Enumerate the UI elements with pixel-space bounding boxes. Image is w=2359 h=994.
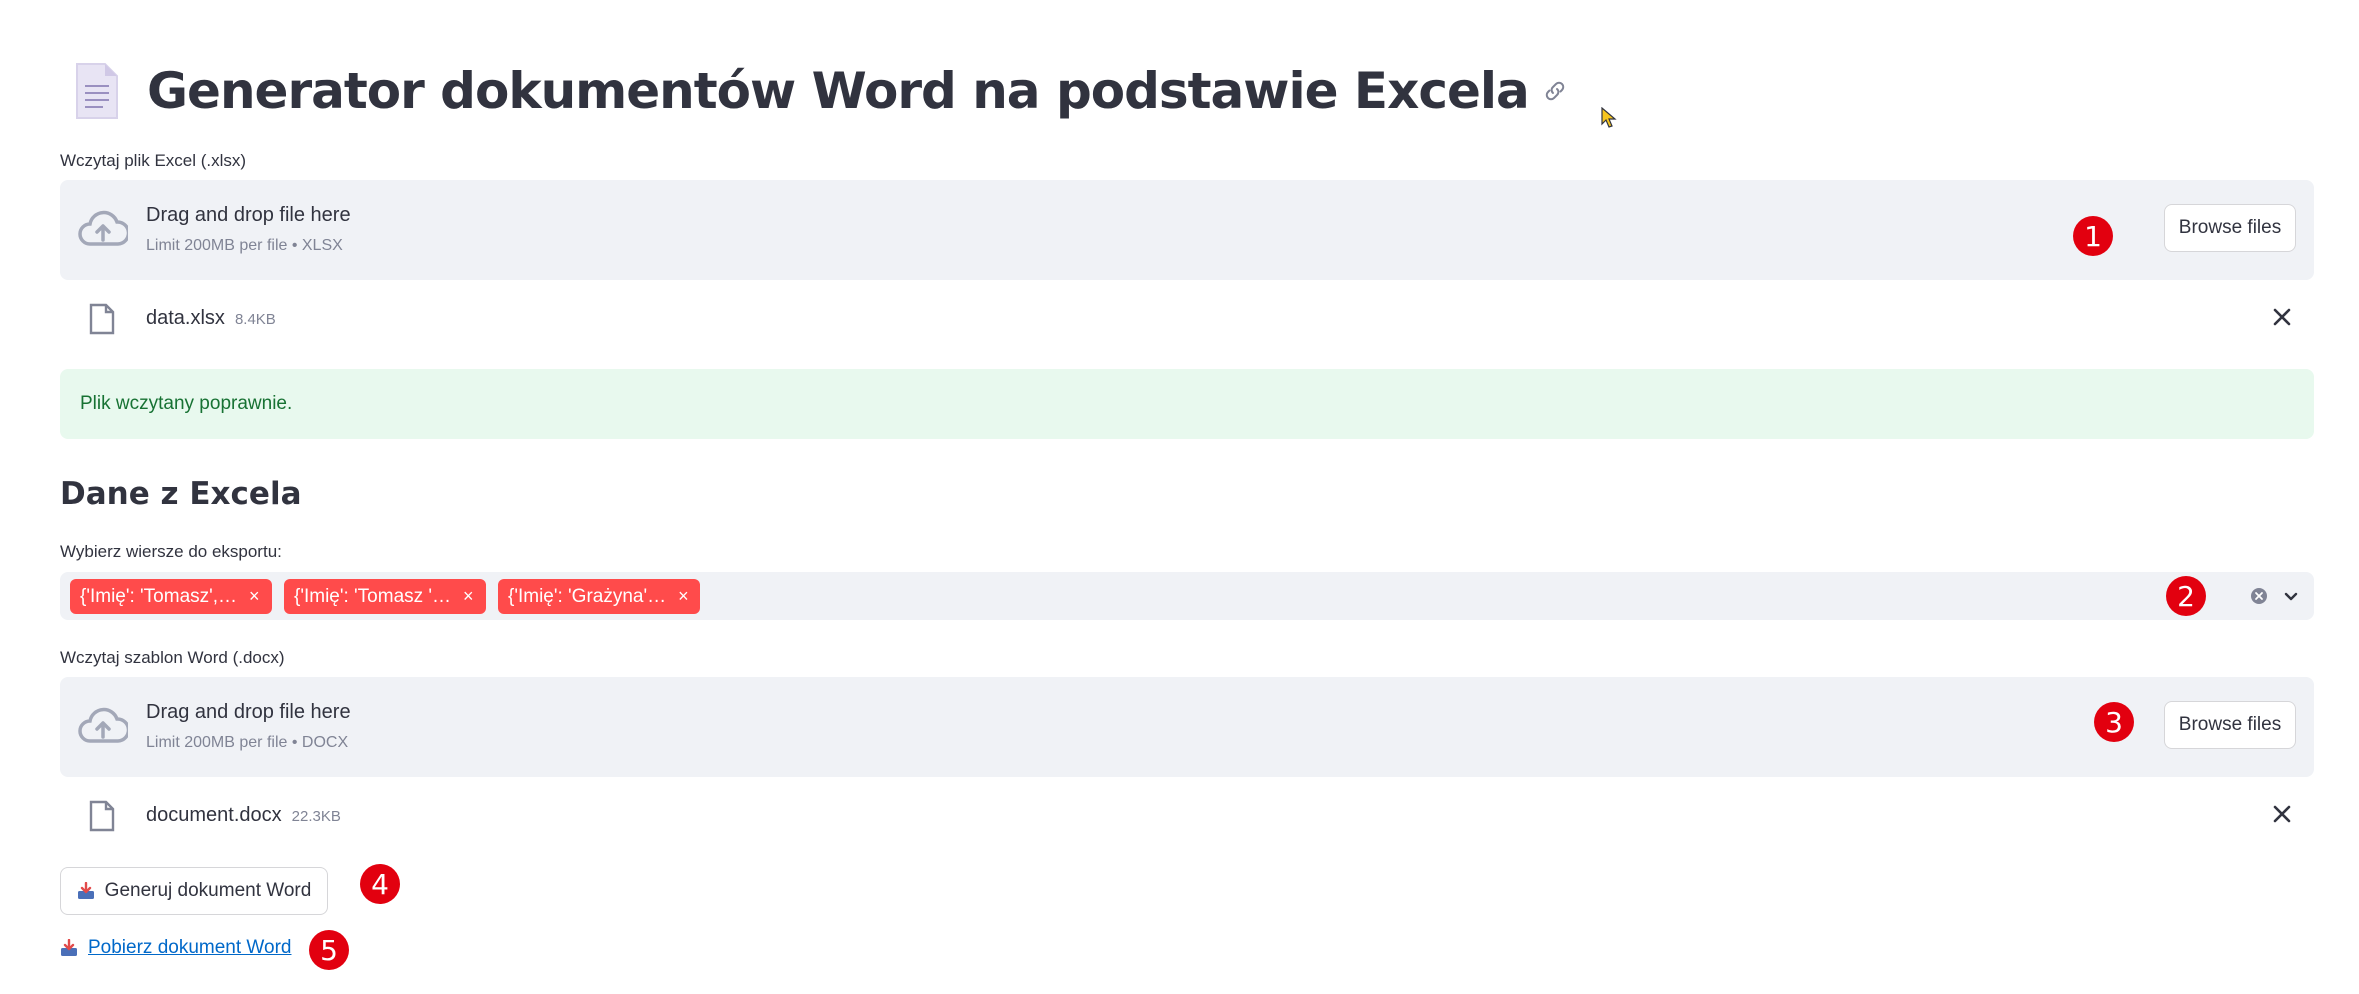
word-upload-label: Wczytaj szablon Word (.docx) (60, 648, 285, 667)
inbox-tray-icon (77, 882, 94, 899)
success-alert: Plik wczytany poprawnie. (60, 369, 2314, 439)
file-name: data.xlsx (146, 307, 225, 329)
tag-remove-icon[interactable]: × (463, 586, 474, 606)
mouse-cursor-icon (1601, 107, 1617, 128)
dropzone-limit: Limit 200MB per file • DOCX (146, 734, 349, 751)
success-message: Plik wczytany poprawnie. (80, 393, 293, 414)
close-icon[interactable] (2272, 804, 2292, 824)
page-title: Generator dokumentów Word na podstawie E… (147, 62, 1530, 120)
tag-remove-icon[interactable]: × (249, 586, 260, 606)
word-dropzone[interactable]: Drag and drop file here Limit 200MB per … (60, 677, 2314, 777)
excel-dropzone[interactable]: Drag and drop file here Limit 200MB per … (60, 180, 2314, 280)
file-size: 8.4KB (234, 311, 276, 328)
file-name: document.docx (146, 804, 282, 826)
cloud-upload-icon (78, 707, 128, 743)
close-icon[interactable] (2272, 307, 2292, 327)
chevron-down-icon[interactable] (2282, 587, 2300, 605)
selected-tag[interactable]: {'Imię': 'Tomasz '… × (284, 579, 486, 614)
tag-label: {'Imię': 'Grażyna'… (508, 585, 667, 607)
document-icon (76, 63, 118, 119)
generate-document-button[interactable]: Generuj dokument Word (60, 867, 328, 915)
dropzone-limit: Limit 200MB per file • XLSX (146, 237, 343, 254)
annotation-badge-3: 3 (2094, 702, 2134, 742)
tag-label: {'Imię': 'Tomasz',… (80, 585, 238, 607)
selected-tag[interactable]: {'Imię': 'Tomasz',… × (70, 579, 272, 614)
section-title: Dane z Excela (60, 476, 302, 512)
annotation-badge-2: 2 (2166, 576, 2206, 616)
file-icon (89, 303, 115, 335)
download-link-label: Pobierz dokument Word (88, 937, 292, 958)
inbox-tray-icon (61, 939, 77, 956)
file-icon (89, 800, 115, 832)
dropzone-instructions: Drag and drop file here (146, 204, 351, 226)
word-browse-button[interactable]: Browse files (2164, 701, 2296, 749)
uploaded-file-excel: data.xlsx 8.4KB (60, 293, 2314, 343)
tag-label: {'Imię': 'Tomasz '… (294, 585, 452, 607)
clear-icon[interactable] (2250, 587, 2268, 605)
cloud-upload-icon (78, 210, 128, 246)
row-multiselect[interactable]: {'Imię': 'Tomasz',… × {'Imię': 'Tomasz '… (60, 572, 2314, 620)
download-document-link[interactable]: Pobierz dokument Word (60, 937, 291, 959)
dropzone-instructions: Drag and drop file here (146, 701, 351, 723)
annotation-badge-5: 5 (309, 930, 349, 970)
generate-button-label: Generuj dokument Word (104, 880, 312, 901)
annotation-badge-1: 1 (2073, 216, 2113, 256)
row-select-label: Wybierz wiersze do eksportu: (60, 542, 282, 561)
file-size: 22.3KB (291, 808, 341, 825)
selected-tag[interactable]: {'Imię': 'Grażyna'… × (498, 579, 700, 614)
title-row: Generator dokumentów Word na podstawie E… (73, 58, 1567, 124)
excel-browse-button[interactable]: Browse files (2164, 204, 2296, 252)
excel-upload-label: Wczytaj plik Excel (.xlsx) (60, 151, 247, 170)
uploaded-file-word: document.docx 22.3KB (60, 790, 2314, 840)
link-icon[interactable] (1543, 79, 1567, 103)
annotation-badge-4: 4 (360, 864, 400, 904)
tag-remove-icon[interactable]: × (678, 586, 689, 606)
